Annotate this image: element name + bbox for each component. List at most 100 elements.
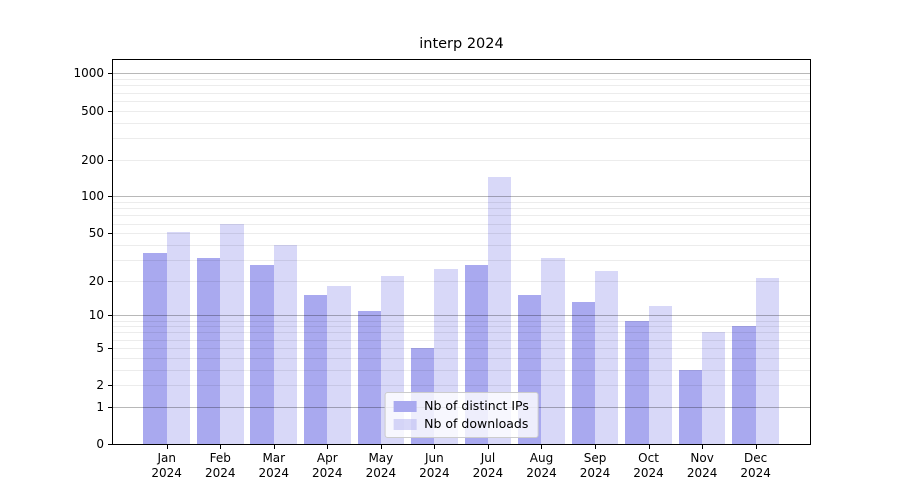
gridline-minor-500 xyxy=(113,110,810,112)
x-tick-year: 2024 xyxy=(526,466,557,480)
bar-distinct-ips-jan xyxy=(143,253,167,444)
gridline-major-1000 xyxy=(113,73,810,75)
y-tick-50 xyxy=(108,233,112,235)
legend-label-distinct-ips: Nb of distinct IPs xyxy=(424,398,529,413)
x-tick-nov xyxy=(702,445,704,449)
x-tick-year: 2024 xyxy=(633,466,664,480)
x-tick-month: Oct xyxy=(638,451,659,465)
bar-downloads-dec xyxy=(755,278,779,444)
x-tick-label-sep: Sep 2024 xyxy=(563,451,627,481)
legend: Nb of distinct IPs Nb of downloads xyxy=(384,392,539,438)
x-tick-feb xyxy=(220,445,222,449)
chart-title: interp 2024 xyxy=(419,36,504,52)
x-tick-sep xyxy=(595,445,597,449)
gridline-minor-70 xyxy=(113,215,810,217)
x-tick-label-feb: Feb 2024 xyxy=(188,451,252,481)
bar-distinct-ips-nov xyxy=(678,369,703,444)
bar-downloads-nov xyxy=(702,332,726,444)
gridline-minor-600 xyxy=(113,100,810,102)
x-tick-year: 2024 xyxy=(365,466,397,480)
x-tick-year: 2024 xyxy=(204,466,236,480)
bar-distinct-ips-may xyxy=(357,310,381,444)
x-tick-month: Jul xyxy=(480,451,496,465)
y-tick-10 xyxy=(108,315,112,317)
x-tick-month: May xyxy=(368,451,394,465)
x-tick-month: Feb xyxy=(209,451,231,465)
x-tick-year: 2024 xyxy=(419,466,450,480)
x-tick-year: 2024 xyxy=(579,466,611,480)
x-tick-year: 2024 xyxy=(472,466,504,480)
y-tick-label-50: 50 xyxy=(88,226,104,241)
x-tick-year: 2024 xyxy=(258,466,290,480)
x-tick-label-jun: Jun 2024 xyxy=(402,451,466,481)
x-tick-month: Dec xyxy=(744,451,768,465)
bar-distinct-ips-feb xyxy=(196,258,221,444)
y-tick-label-200: 200 xyxy=(81,152,104,167)
x-tick-mar xyxy=(273,445,275,449)
y-tick-label-20: 20 xyxy=(88,273,104,288)
x-tick-label-nov: Nov 2024 xyxy=(670,451,734,481)
bar-distinct-ips-mar xyxy=(250,265,274,444)
x-tick-month: Aug xyxy=(529,451,554,465)
bar-downloads-sep xyxy=(595,271,619,444)
bar-downloads-jul xyxy=(487,176,512,444)
x-tick-label-jul: Jul 2024 xyxy=(456,451,520,481)
y-tick-200 xyxy=(108,159,112,161)
x-tick-label-aug: Aug 2024 xyxy=(509,451,573,481)
bar-downloads-feb xyxy=(220,223,244,444)
gridline-minor-300 xyxy=(113,137,810,139)
y-tick-2 xyxy=(108,385,112,387)
x-tick-label-apr: Apr 2024 xyxy=(295,451,359,481)
x-tick-label-dec: Dec 2024 xyxy=(724,451,788,481)
gridline-minor-50 xyxy=(113,233,810,235)
gridline-minor-60 xyxy=(113,223,810,225)
x-tick-may xyxy=(380,445,382,449)
x-tick-label-jan: Jan 2024 xyxy=(135,451,199,481)
bar-distinct-ips-sep xyxy=(571,302,596,444)
gridline-minor-90 xyxy=(113,202,810,204)
legend-entry-distinct-ips: Nb of distinct IPs xyxy=(393,399,529,413)
x-tick-month: Jun xyxy=(425,451,444,465)
y-tick-100 xyxy=(108,196,112,198)
y-tick-label-1000: 1000 xyxy=(73,66,104,81)
gridline-minor-700 xyxy=(113,92,810,94)
x-tick-apr xyxy=(327,445,329,449)
x-tick-month: Nov xyxy=(690,451,714,465)
x-tick-year: 2024 xyxy=(740,466,771,480)
legend-swatch-downloads xyxy=(393,418,417,430)
gridline-minor-200 xyxy=(113,159,810,161)
y-tick-label-1: 1 xyxy=(96,399,104,414)
y-tick-label-10: 10 xyxy=(88,308,104,323)
gridline-minor-800 xyxy=(113,85,810,87)
x-tick-year: 2024 xyxy=(151,466,182,480)
y-tick-20 xyxy=(108,280,112,282)
gridline-minor-900 xyxy=(113,79,810,81)
bar-distinct-ips-apr xyxy=(304,295,328,444)
x-tick-label-may: May 2024 xyxy=(349,451,413,481)
x-tick-month: Apr xyxy=(316,451,338,465)
x-tick-month: Mar xyxy=(262,451,286,465)
y-tick-500 xyxy=(108,110,112,112)
gridline-minor-400 xyxy=(113,122,810,124)
bar-distinct-ips-oct xyxy=(625,320,649,444)
bar-downloads-oct xyxy=(648,306,672,444)
x-tick-year: 2024 xyxy=(686,466,718,480)
y-tick-label-0: 0 xyxy=(96,437,104,451)
y-tick-5 xyxy=(108,347,112,349)
y-tick-0 xyxy=(108,444,112,445)
x-tick-aug xyxy=(541,445,543,449)
plot-area: Nb of distinct IPs Nb of downloads 0 1 2 5 1… xyxy=(73,59,811,480)
legend-label-downloads: Nb of downloads xyxy=(424,416,529,431)
x-tick-jan xyxy=(166,445,168,449)
x-tick-label-mar: Mar 2024 xyxy=(242,451,306,481)
y-tick-label-2: 2 xyxy=(96,378,104,393)
x-tick-dec xyxy=(755,445,757,449)
legend-swatch-distinct-ips xyxy=(393,400,417,412)
y-tick-label-500: 500 xyxy=(81,103,104,118)
bar-downloads-aug xyxy=(541,258,565,444)
gridline-major-100 xyxy=(113,196,810,198)
gridline-minor-80 xyxy=(113,208,810,210)
bar-distinct-ips-dec xyxy=(732,326,756,444)
legend-entry-downloads: Nb of downloads xyxy=(393,417,529,431)
